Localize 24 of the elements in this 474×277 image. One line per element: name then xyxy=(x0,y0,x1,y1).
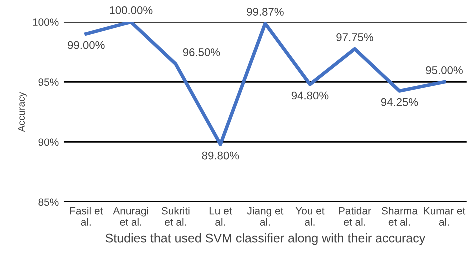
data-label: 89.80% xyxy=(202,152,240,160)
data-label: 96.50% xyxy=(183,48,220,56)
x-tick-label: Lu et al. xyxy=(210,207,232,226)
y-tick-label: 100% xyxy=(33,18,59,26)
y-tick-label: 85% xyxy=(38,198,59,206)
data-label: 94.25% xyxy=(381,98,418,106)
data-label: 95.00% xyxy=(426,66,463,74)
data-label: 97.75% xyxy=(336,34,374,42)
x-tick-label: Kumar et al. xyxy=(424,207,466,226)
data-label: 99.87% xyxy=(247,8,284,16)
x-tick-label: Sharma et al. xyxy=(382,207,418,226)
x-tick-label: Fasil et al. xyxy=(70,207,104,226)
data-label: 94.80% xyxy=(292,92,329,100)
x-tick-label: Patidar et al. xyxy=(339,207,372,226)
x-tick-label: Jiang et al. xyxy=(247,207,284,226)
x-tick-label: Sukriti et al. xyxy=(162,207,190,226)
x-axis-title: Studies that used SVM classifier along with their accuracy xyxy=(106,234,426,246)
y-tick-label: 90% xyxy=(38,138,59,146)
x-tick-label: Anuragi et al. xyxy=(113,207,148,226)
x-tick-label: You et al. xyxy=(296,207,325,226)
y-tick-label: 95% xyxy=(38,78,59,86)
y-axis-title: Accuracy xyxy=(18,92,27,132)
data-label: 100.00% xyxy=(110,6,153,14)
data-label: 99.00% xyxy=(68,41,105,50)
